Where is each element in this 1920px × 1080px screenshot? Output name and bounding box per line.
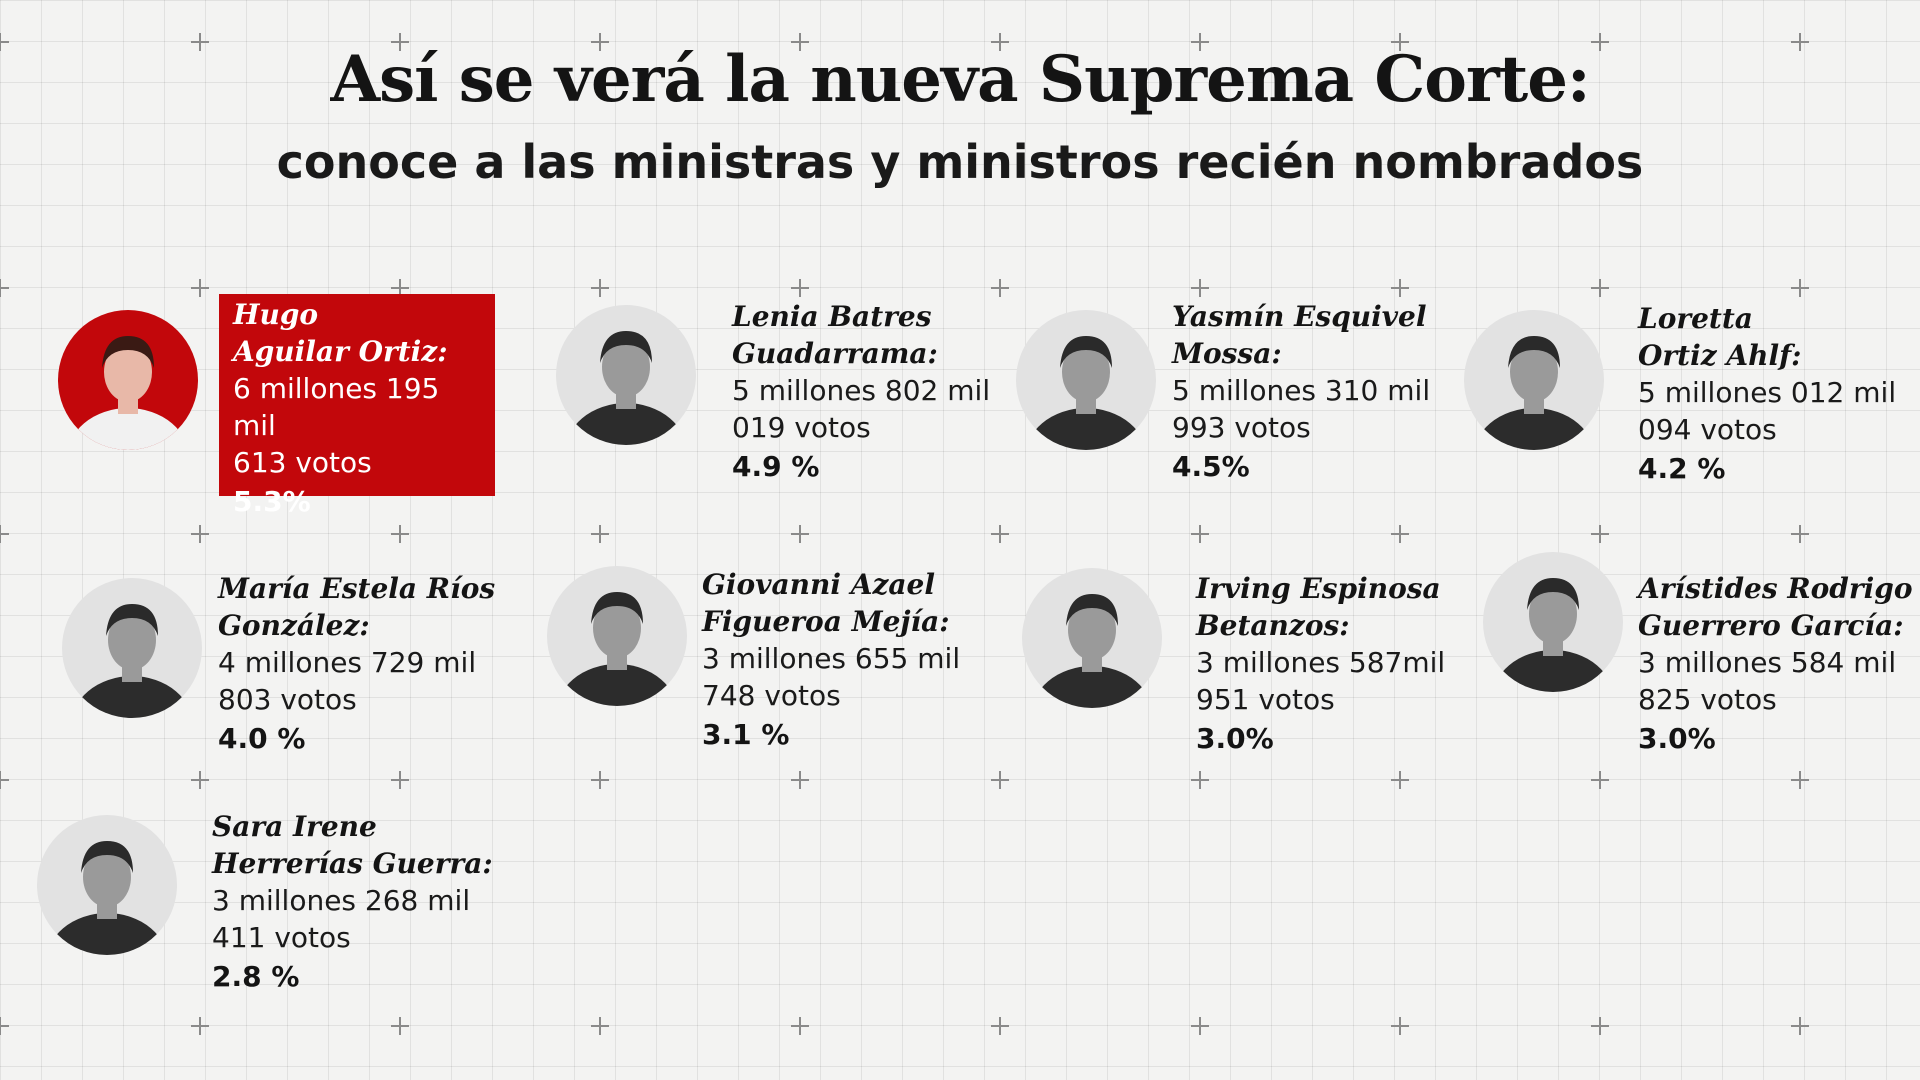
minister-info-box: Hugo Aguilar Ortiz: 6 millones 195 mil 613… bbox=[219, 294, 495, 518]
crosshair-mark bbox=[991, 1017, 1009, 1035]
minister-info: Yasmín Esquivel Mossa: 5 millones 310 mil… bbox=[1172, 298, 1462, 485]
minister-photo bbox=[37, 815, 177, 955]
minister-photo bbox=[547, 566, 687, 706]
minister-percentage: 4.5% bbox=[1172, 450, 1250, 483]
minister-info: Arístides Rodrigo Guerrero García: 3 mill… bbox=[1638, 570, 1920, 757]
crosshair-mark bbox=[591, 771, 609, 789]
minister-name: Arístides Rodrigo Guerrero García: bbox=[1638, 572, 1913, 642]
minister-votes: 5 millones 802 mil 019 votos bbox=[732, 374, 991, 444]
crosshair-mark bbox=[991, 279, 1009, 297]
minister-name: Giovanni Azael Figueroa Mejía: bbox=[702, 568, 950, 638]
crosshair-mark bbox=[0, 1017, 9, 1035]
minister-photo bbox=[556, 305, 696, 445]
minister-votes: 5 millones 310 mil 993 votos bbox=[1172, 374, 1431, 444]
minister-info: Irving Espinosa Betanzos: 3 millones 587m… bbox=[1196, 570, 1486, 757]
crosshair-mark bbox=[191, 279, 209, 297]
minister-votes: 3 millones 655 mil 748 votos bbox=[702, 642, 961, 712]
crosshair-mark bbox=[191, 1017, 209, 1035]
crosshair-mark bbox=[1791, 771, 1809, 789]
portrait-silhouette-icon bbox=[1473, 336, 1595, 450]
minister-name: Lenia Batres Guadarrama: bbox=[732, 300, 938, 370]
portrait-silhouette-icon bbox=[1031, 594, 1153, 708]
minister-info: Sara Irene Herrerías Guerra: 3 millones 2… bbox=[212, 808, 502, 995]
minister-percentage: 5.3% bbox=[233, 485, 311, 518]
minister-name: María Estela Ríos González: bbox=[218, 572, 496, 642]
minister-percentage: 4.2 % bbox=[1638, 452, 1726, 485]
crosshair-mark bbox=[1191, 1017, 1209, 1035]
crosshair-mark bbox=[1391, 771, 1409, 789]
crosshair-mark bbox=[1591, 279, 1609, 297]
crosshair-mark bbox=[791, 279, 809, 297]
minister-votes: 3 millones 587mil 951 votos bbox=[1196, 646, 1446, 716]
minister-info: Lenia Batres Guadarrama: 5 millones 802 m… bbox=[732, 298, 1022, 485]
crosshair-mark bbox=[191, 525, 209, 543]
minister-photo bbox=[1022, 568, 1162, 708]
crosshair-mark bbox=[1591, 525, 1609, 543]
crosshair-mark bbox=[0, 771, 9, 789]
minister-name: Irving Espinosa Betanzos: bbox=[1196, 572, 1441, 642]
minister-percentage: 4.9 % bbox=[732, 450, 820, 483]
crosshair-mark bbox=[1191, 279, 1209, 297]
minister-photo bbox=[1016, 310, 1156, 450]
page-title: Así se verá la nueva Suprema Corte: bbox=[330, 42, 1590, 117]
minister-percentage: 2.8 % bbox=[212, 960, 300, 993]
crosshair-mark bbox=[991, 771, 1009, 789]
minister-name: Sara Irene Herrerías Guerra: bbox=[212, 810, 493, 880]
crosshair-mark bbox=[791, 1017, 809, 1035]
portrait-silhouette-icon bbox=[1025, 336, 1147, 450]
minister-name: Hugo Aguilar Ortiz: bbox=[233, 298, 448, 368]
crosshair-mark bbox=[591, 1017, 609, 1035]
crosshair-mark bbox=[1391, 279, 1409, 297]
portrait-silhouette-icon bbox=[46, 841, 168, 955]
crosshair-mark bbox=[991, 525, 1009, 543]
crosshair-mark bbox=[791, 525, 809, 543]
crosshair-mark bbox=[1191, 771, 1209, 789]
crosshair-mark bbox=[591, 279, 609, 297]
minister-percentage: 3.0% bbox=[1638, 722, 1716, 755]
minister-percentage: 3.1 % bbox=[702, 718, 790, 751]
minister-votes: 3 millones 268 mil 411 votos bbox=[212, 884, 471, 954]
crosshair-mark bbox=[391, 525, 409, 543]
crosshair-mark bbox=[0, 525, 9, 543]
portrait-silhouette-icon bbox=[556, 592, 678, 706]
minister-info: Giovanni Azael Figueroa Mejía: 3 millones… bbox=[702, 566, 992, 753]
crosshair-mark bbox=[1191, 525, 1209, 543]
crosshair-mark bbox=[0, 279, 9, 297]
crosshair-mark bbox=[1591, 1017, 1609, 1035]
minister-photo bbox=[1464, 310, 1604, 450]
minister-name: Yasmín Esquivel Mossa: bbox=[1172, 300, 1427, 370]
crosshair-mark bbox=[1391, 525, 1409, 543]
crosshair-mark bbox=[391, 771, 409, 789]
portrait-silhouette-icon bbox=[565, 331, 687, 445]
minister-photo bbox=[58, 310, 198, 450]
crosshair-mark bbox=[791, 771, 809, 789]
crosshair-mark bbox=[191, 771, 209, 789]
minister-votes: 4 millones 729 mil 803 votos bbox=[218, 646, 477, 716]
crosshair-mark bbox=[591, 525, 609, 543]
page-subtitle: conoce a las ministras y ministros recié… bbox=[276, 135, 1644, 189]
minister-photo bbox=[1483, 552, 1623, 692]
crosshair-mark bbox=[391, 1017, 409, 1035]
portrait-silhouette-icon bbox=[67, 336, 189, 450]
crosshair-mark bbox=[1791, 279, 1809, 297]
minister-votes: 5 millones 012 mil 094 votos bbox=[1638, 376, 1897, 446]
minister-info: María Estela Ríos González: 4 millones 72… bbox=[218, 570, 508, 757]
crosshair-mark bbox=[1791, 525, 1809, 543]
minister-name: Loretta Ortiz Ahlf: bbox=[1638, 302, 1802, 372]
minister-photo bbox=[62, 578, 202, 718]
minister-info: Loretta Ortiz Ahlf: 5 millones 012 mil 094… bbox=[1638, 300, 1920, 487]
minister-votes: 6 millones 195 mil 613 votos bbox=[233, 372, 440, 479]
crosshair-mark bbox=[1391, 1017, 1409, 1035]
crosshair-mark bbox=[1791, 1017, 1809, 1035]
minister-percentage: 4.0 % bbox=[218, 722, 306, 755]
crosshair-mark bbox=[1591, 771, 1609, 789]
minister-votes: 3 millones 584 mil 825 votos bbox=[1638, 646, 1897, 716]
minister-percentage: 3.0% bbox=[1196, 722, 1274, 755]
portrait-silhouette-icon bbox=[71, 604, 193, 718]
portrait-silhouette-icon bbox=[1492, 578, 1614, 692]
